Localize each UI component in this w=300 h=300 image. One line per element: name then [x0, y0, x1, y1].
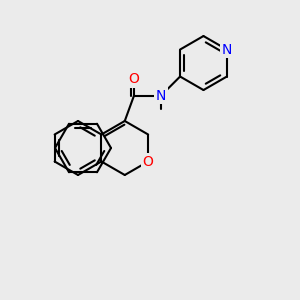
Text: N: N — [156, 88, 166, 103]
Text: O: O — [143, 154, 154, 169]
Text: O: O — [129, 72, 140, 86]
Text: N: N — [222, 43, 232, 56]
